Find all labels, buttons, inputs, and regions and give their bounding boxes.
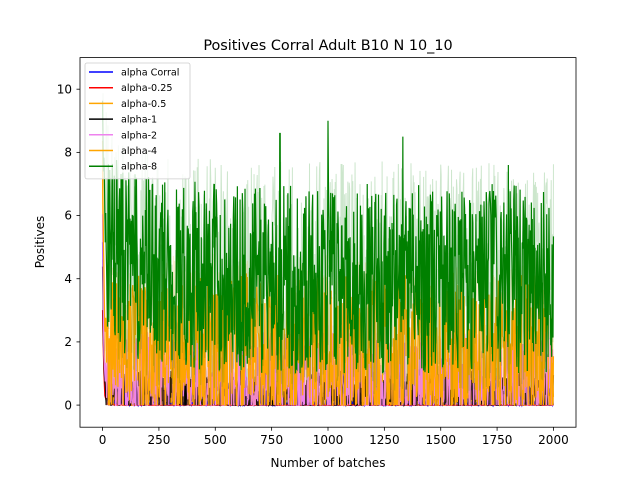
y-axis-label: Positives xyxy=(33,216,47,269)
legend-entry-alpha-8: alpha-8 xyxy=(89,162,157,173)
x-tick-label: 0 xyxy=(99,433,107,447)
plot-area xyxy=(79,57,577,428)
series-band-alpha-8 xyxy=(102,93,554,398)
chart-title: Positives Corral Adult B10 N 10_10 xyxy=(203,38,452,54)
legend-entry-alpha-1: alpha-1 xyxy=(89,115,157,126)
legend: alpha Corral alpha-0.25 alpha-0.5 alpha-1 al… xyxy=(84,62,191,180)
x-tick-label: 1000 xyxy=(313,433,344,447)
series-alpha-4 xyxy=(101,140,555,407)
x-tick-label: 1250 xyxy=(369,433,400,447)
y-tick-label: 0 xyxy=(64,398,72,412)
x-tick-label: 250 xyxy=(147,433,170,447)
legend-entry-alpha-0-5: alpha-0.5 xyxy=(89,99,166,110)
y-axis: 0 2 4 6 8 10 xyxy=(57,82,80,412)
x-axis-label: Number of batches xyxy=(271,456,386,470)
legend-entry-alpha-0-25: alpha-0.25 xyxy=(89,83,172,94)
legend-label: alpha-2 xyxy=(121,130,157,141)
y-tick-label: 4 xyxy=(64,272,72,286)
legend-label: alpha-0.5 xyxy=(121,99,166,110)
legend-label: alpha-8 xyxy=(121,162,157,173)
x-tick-label: 500 xyxy=(204,433,227,447)
legend-label: alpha-4 xyxy=(121,146,157,157)
x-axis: 0 250 500 750 1000 1250 1500 1750 2000 xyxy=(99,427,569,447)
y-tick-label: 10 xyxy=(57,82,72,96)
legend-entry-alpha-corral: alpha Corral xyxy=(89,68,179,79)
series-layer xyxy=(101,93,555,408)
legend-entry-alpha-4: alpha-4 xyxy=(89,146,157,157)
y-tick-label: 6 xyxy=(64,209,72,223)
legend-label: alpha-1 xyxy=(121,115,157,126)
legend-entry-alpha-2: alpha-2 xyxy=(89,130,157,141)
x-tick-label: 2000 xyxy=(538,433,569,447)
legend-label: alpha-0.25 xyxy=(121,83,172,94)
series-line-alpha-4 xyxy=(101,140,555,407)
legend-label: alpha Corral xyxy=(121,68,179,79)
x-tick-label: 1750 xyxy=(482,433,513,447)
x-tick-label: 750 xyxy=(260,433,283,447)
y-tick-label: 8 xyxy=(64,146,72,160)
series-alpha-8 xyxy=(101,93,555,398)
series-line-alpha-8 xyxy=(101,100,555,374)
x-tick-label: 1500 xyxy=(425,433,456,447)
y-tick-label: 2 xyxy=(64,335,72,349)
